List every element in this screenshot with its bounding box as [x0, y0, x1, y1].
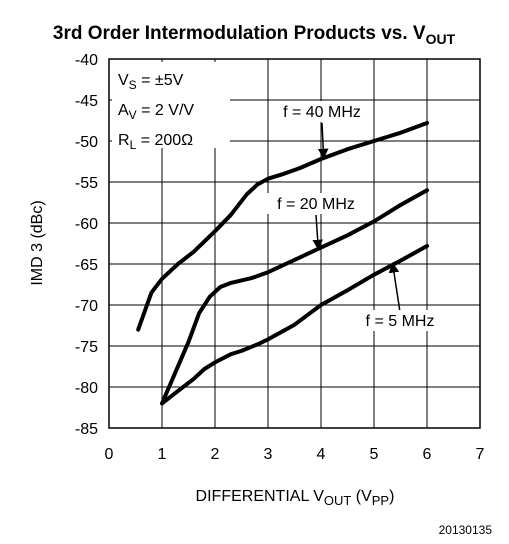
y-tick-label-4: -60 [75, 216, 98, 233]
annotation-label-0: f = 40 MHz [283, 104, 361, 121]
condition-0: VS = ±5V [118, 72, 184, 92]
series-lines [136, 121, 429, 406]
annotation-label-2: f = 5 MHz [366, 313, 435, 330]
x-tick-label-4: 4 [317, 446, 326, 463]
x-tick-label-6: 6 [423, 446, 432, 463]
annotations: f = 40 MHz f = 20 MHz f = 5 MHz [266, 101, 450, 331]
chart-title: 3rd Order Intermodulation Products vs. V… [53, 23, 456, 47]
x-tick-label-7: 7 [476, 446, 485, 463]
x-tick-label-2: 2 [211, 446, 220, 463]
y-tick-label-3: -55 [75, 175, 98, 192]
annotation-arrow-2 [388, 262, 401, 313]
x-tick-label-1: 1 [158, 446, 167, 463]
y-tick-label-7: -75 [75, 339, 98, 356]
annotation-2: f = 5 MHz [350, 262, 450, 331]
y-tick-label-1: -45 [75, 93, 98, 110]
tick-labels: 0 1 2 3 4 5 6 7 -40 -45 -50 -55 -60 -65 -70 -75 -80 -85 [75, 52, 485, 463]
series-line-1 [160, 188, 429, 406]
figure-id: 20130135 [439, 523, 493, 537]
y-tick-label-0: -40 [75, 52, 98, 69]
series-line-2 [160, 244, 429, 406]
x-axis-label: DIFFERENTIAL VOUT (VPP) [196, 488, 395, 508]
y-tick-label-9: -85 [75, 421, 98, 438]
annotation-arrow-0 [317, 122, 329, 160]
y-axis-label: IMD 3 (dBc) [29, 200, 46, 285]
series-line-0 [136, 121, 429, 332]
test-conditions: VS = ±5V AV = 2 V/V RL = 200Ω [112, 62, 230, 152]
y-tick-label-8: -80 [75, 380, 98, 397]
x-tick-label-5: 5 [370, 446, 379, 463]
x-tick-label-0: 0 [105, 446, 114, 463]
condition-1: AV = 2 V/V [118, 102, 194, 122]
plot-frame [108, 58, 481, 429]
condition-2: RL = 200Ω [118, 132, 193, 152]
y-tick-label-5: -65 [75, 257, 98, 274]
annotation-arrow-1 [312, 214, 323, 251]
x-tick-label-3: 3 [264, 446, 273, 463]
y-tick-label-6: -70 [75, 298, 98, 315]
annotation-0: f = 40 MHz [272, 101, 372, 160]
y-tick-label-2: -50 [75, 134, 98, 151]
annotation-label-1: f = 20 MHz [277, 196, 355, 213]
conditions-box [112, 62, 230, 148]
annotation-1: f = 20 MHz [266, 193, 366, 251]
